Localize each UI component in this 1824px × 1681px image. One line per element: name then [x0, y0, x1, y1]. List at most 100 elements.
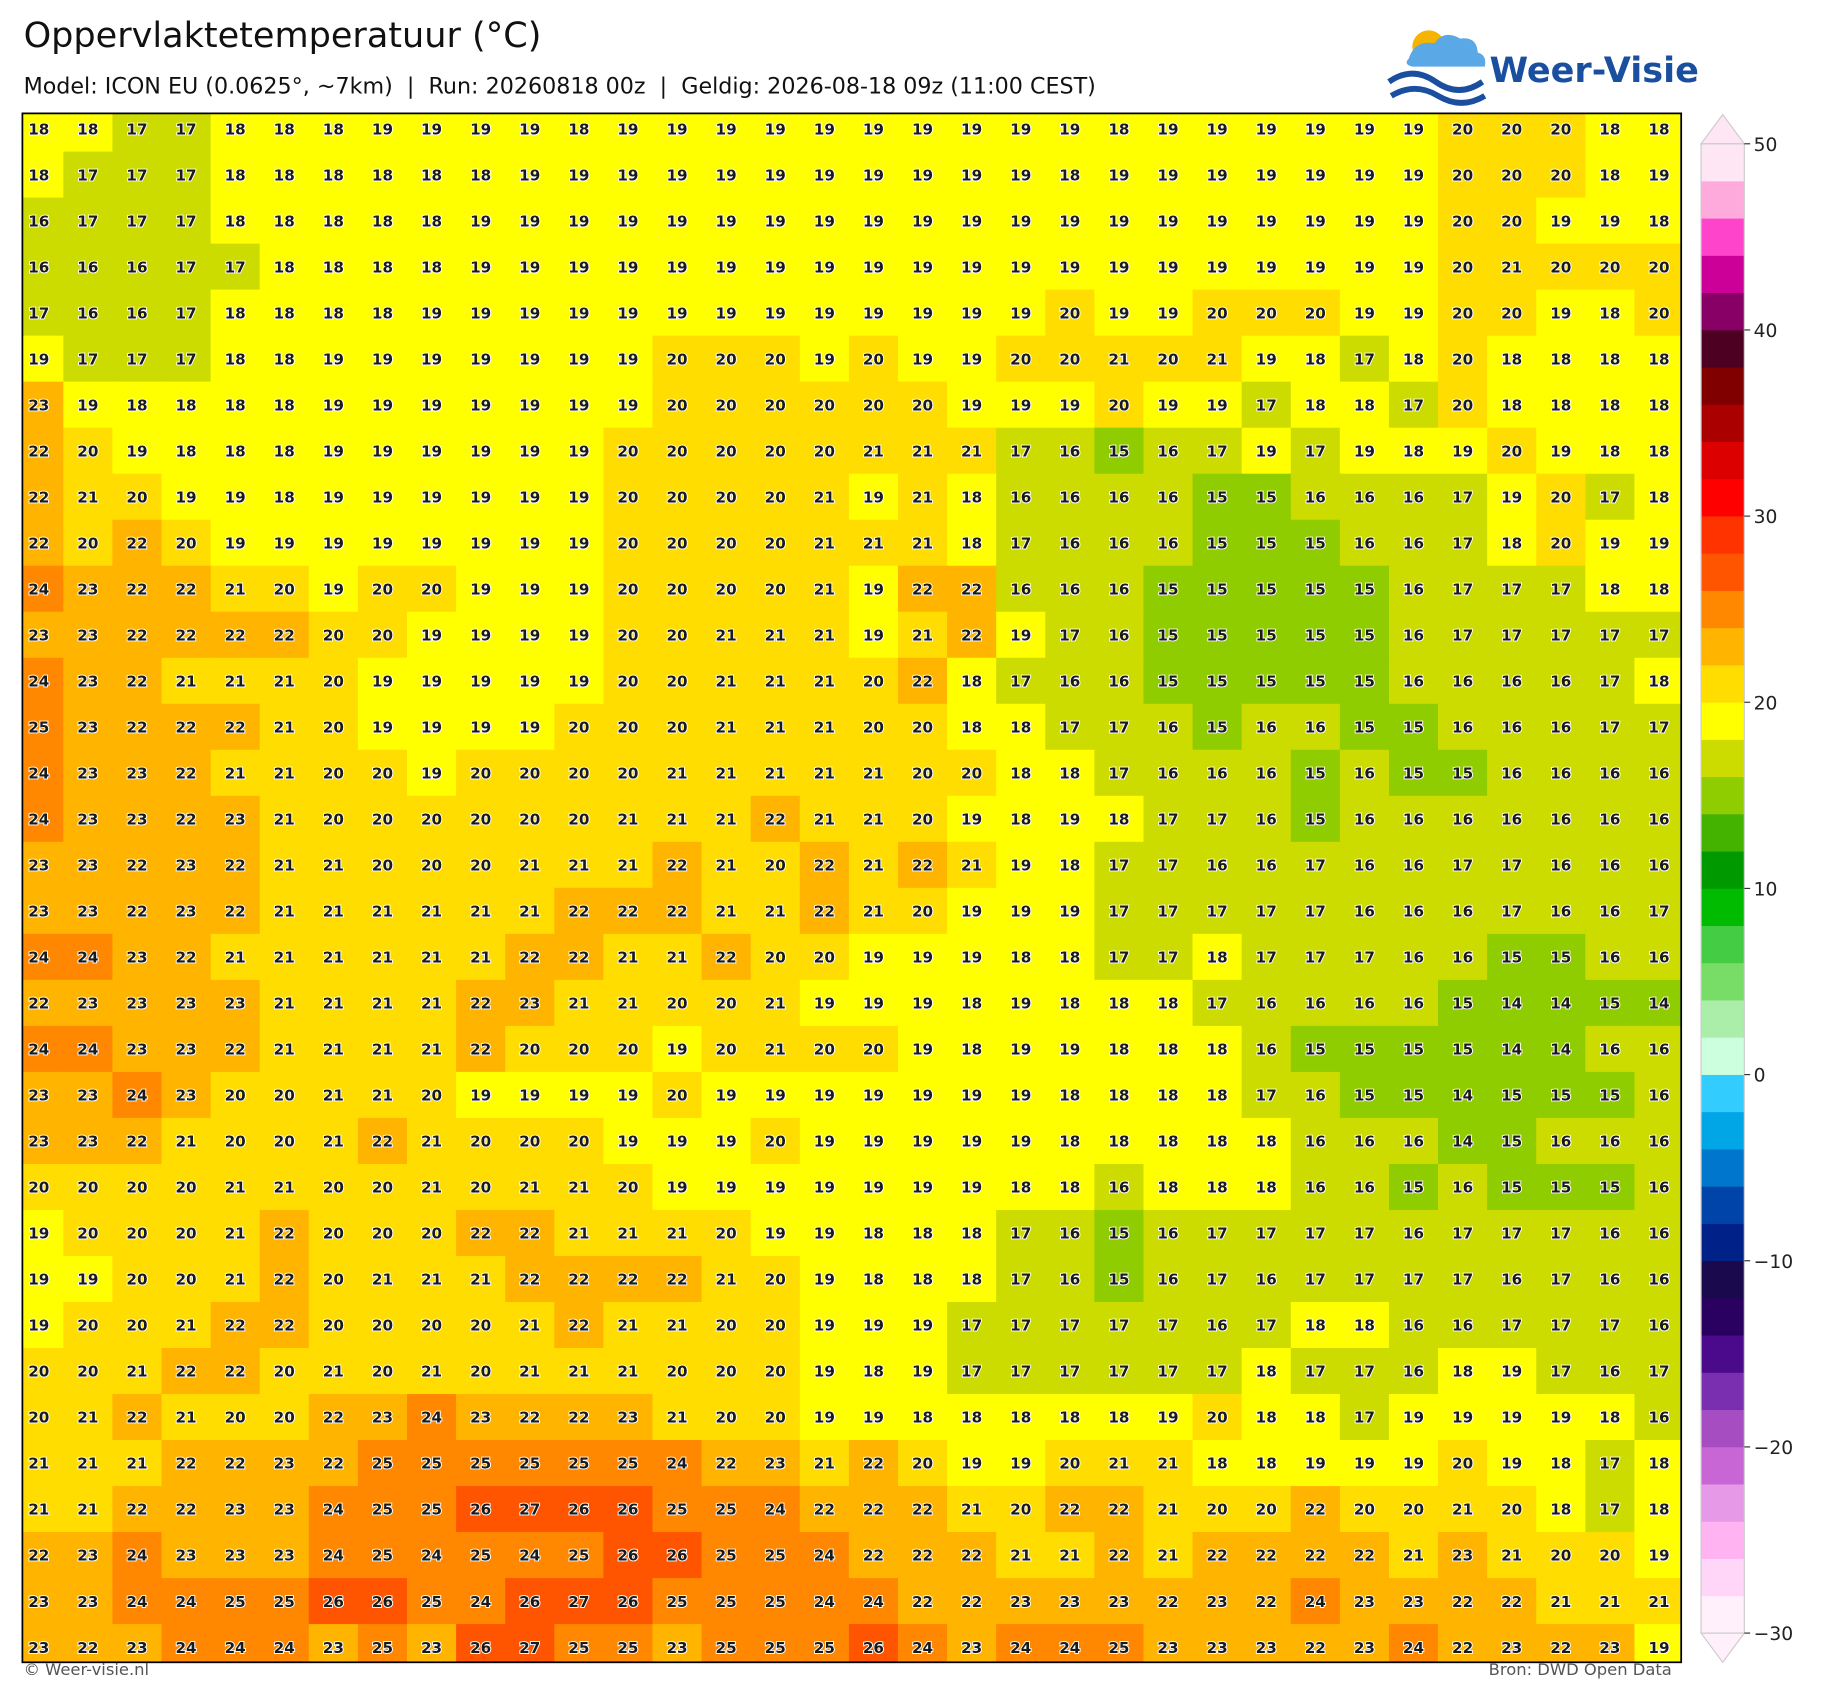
- temp-value: 19: [1403, 258, 1424, 276]
- temp-value: 21: [617, 949, 638, 967]
- temp-value: 17: [28, 304, 49, 322]
- temp-cell: [996, 887, 1046, 935]
- temp-cell: [603, 979, 654, 1027]
- temp-cell: [652, 243, 703, 291]
- temp-value: 18: [1256, 1455, 1277, 1473]
- temp-value: 16: [1059, 442, 1080, 460]
- temp-value: 20: [77, 442, 98, 460]
- temp-value: 22: [666, 1271, 687, 1289]
- temp-cell: [210, 565, 261, 613]
- temp-value: 16: [1403, 995, 1424, 1013]
- temp-value: 22: [961, 580, 982, 598]
- temp-value: 19: [961, 212, 982, 230]
- temp-cell: [1634, 979, 1682, 1027]
- temp-cell: [603, 1071, 654, 1119]
- temp-cell: [1241, 1117, 1292, 1165]
- temp-cell: [1438, 979, 1488, 1027]
- temp-value: 20: [421, 580, 442, 598]
- temp-value: 23: [1501, 1639, 1522, 1657]
- temp-cell: [1487, 519, 1537, 567]
- temp-cell: [1094, 473, 1145, 521]
- temp-cell: [1487, 933, 1537, 981]
- temp-value: 20: [1550, 1547, 1571, 1565]
- temp-value: 16: [1059, 1225, 1080, 1243]
- temp-value: 19: [1157, 258, 1178, 276]
- temp-cell: [1290, 473, 1341, 521]
- temp-value: 20: [716, 1225, 737, 1243]
- temp-value: 17: [1354, 1409, 1375, 1427]
- temp-value: 15: [1354, 580, 1375, 598]
- temp-cell: [1585, 243, 1636, 291]
- temp-value: 20: [1452, 304, 1473, 322]
- temp-cell: [357, 887, 408, 935]
- temp-value: 16: [1059, 488, 1080, 506]
- temp-cell: [848, 841, 899, 889]
- temp-cell: [1634, 243, 1682, 291]
- temp-value: 20: [1256, 304, 1277, 322]
- temp-value: 23: [1207, 1639, 1228, 1657]
- temp-value: 16: [1354, 488, 1375, 506]
- temp-cell: [259, 427, 310, 475]
- temp-value: 20: [716, 534, 737, 552]
- temp-value: 21: [274, 857, 295, 875]
- temp-value: 20: [1108, 396, 1129, 414]
- temp-value: 23: [1452, 1547, 1473, 1565]
- temp-value: 17: [1452, 488, 1473, 506]
- temp-cell: [603, 1209, 654, 1257]
- temp-value: 17: [1452, 1271, 1473, 1289]
- temp-value: 23: [28, 857, 49, 875]
- colorbar-band: [1701, 441, 1745, 480]
- temp-value: 20: [175, 1179, 196, 1197]
- temp-value: 20: [814, 1041, 835, 1059]
- temp-value: 16: [1207, 764, 1228, 782]
- temp-value: 21: [1501, 1547, 1522, 1565]
- temp-value: 18: [1599, 442, 1620, 460]
- temp-value: 19: [1157, 304, 1178, 322]
- temp-value: 20: [765, 534, 786, 552]
- temp-value: 20: [863, 350, 884, 368]
- temp-cell: [848, 243, 899, 291]
- temp-cell: [112, 565, 163, 613]
- temp-value: 19: [863, 1317, 884, 1335]
- temp-value: 25: [28, 718, 49, 736]
- temp-value: 17: [1599, 488, 1620, 506]
- temp-cell: [603, 703, 654, 751]
- temp-value: 20: [1452, 396, 1473, 414]
- temp-value: 18: [1648, 442, 1669, 460]
- colorbar-band: [1701, 1372, 1745, 1411]
- temp-cell: [701, 427, 752, 475]
- temp-cell: [701, 933, 752, 981]
- temp-value: 25: [765, 1547, 786, 1565]
- temp-value: 20: [1452, 166, 1473, 184]
- temp-value: 19: [1354, 442, 1375, 460]
- temp-value: 19: [1403, 304, 1424, 322]
- temp-value: 19: [765, 1087, 786, 1105]
- temp-value: 16: [1403, 626, 1424, 644]
- temp-value: 15: [1452, 995, 1473, 1013]
- temp-value: 20: [1354, 1501, 1375, 1519]
- temp-value: 16: [77, 304, 98, 322]
- temp-cell: [63, 841, 113, 889]
- temp-cell: [63, 1071, 113, 1119]
- temp-cell: [603, 151, 654, 199]
- temp-cell: [603, 519, 654, 567]
- temp-value: 20: [372, 626, 393, 644]
- temp-cell: [1045, 1071, 1095, 1119]
- temp-value: 25: [372, 1639, 393, 1657]
- temp-cell: [1290, 243, 1341, 291]
- temp-cell: [1045, 887, 1095, 935]
- temp-value: 23: [77, 995, 98, 1013]
- temp-cell: [308, 113, 359, 153]
- temp-value: 19: [912, 1133, 933, 1151]
- temp-cell: [259, 841, 310, 889]
- temp-cell: [63, 335, 113, 383]
- temp-value: 17: [1157, 949, 1178, 967]
- temp-value: 19: [961, 120, 982, 138]
- temp-cell: [1241, 565, 1292, 613]
- temp-value: 23: [1599, 1639, 1620, 1657]
- temp-value: 21: [912, 442, 933, 460]
- colorbar-band: [1701, 590, 1745, 629]
- temp-value: 20: [765, 1409, 786, 1427]
- temp-cell: [505, 113, 555, 153]
- temp-value: 23: [666, 1639, 687, 1657]
